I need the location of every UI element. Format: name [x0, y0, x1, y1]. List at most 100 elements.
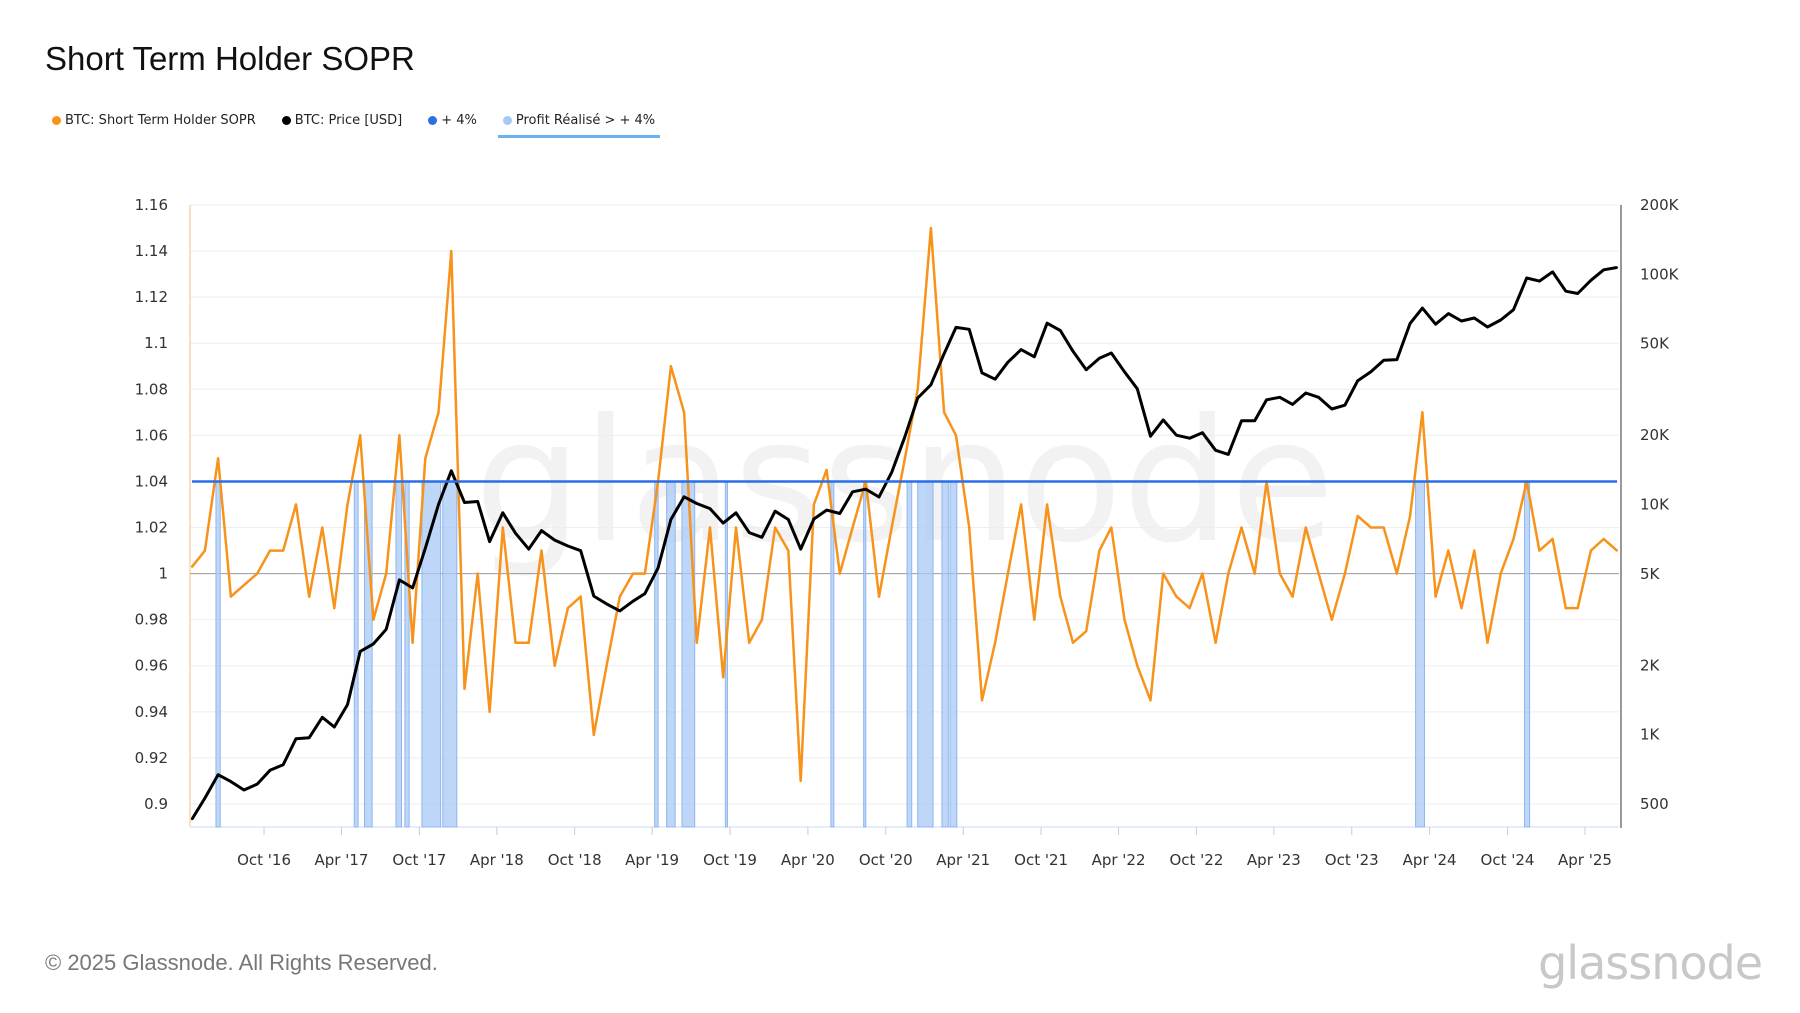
y-right-tick-label: 20K	[1640, 426, 1670, 444]
sopr-point	[1110, 526, 1113, 529]
legend-dot-icon	[281, 116, 291, 125]
price-point	[1085, 368, 1088, 371]
sopr-point	[384, 572, 388, 575]
price-point	[307, 736, 311, 739]
sopr-point	[203, 549, 207, 552]
sopr-point	[1576, 606, 1579, 610]
sopr-point	[1421, 411, 1424, 414]
price-point	[592, 594, 596, 598]
sopr-point	[463, 687, 466, 690]
chart-title: Short Term Holder SOPR	[45, 40, 415, 77]
sopr-point	[967, 526, 971, 529]
x-tick-label: Apr '18	[470, 851, 524, 869]
price-point	[1356, 379, 1359, 382]
price-point	[372, 642, 375, 646]
price-point	[838, 512, 842, 515]
price-point	[618, 609, 622, 613]
sopr-point	[1227, 572, 1230, 575]
sopr-point	[501, 526, 504, 529]
y-left-tick-label: 0.96	[135, 657, 168, 675]
legend-dot-icon	[52, 116, 61, 125]
x-tick-label: Oct '16	[237, 851, 291, 869]
price-point	[203, 796, 207, 800]
price-point	[256, 782, 259, 786]
sopr-point	[631, 572, 635, 575]
price-point	[1149, 434, 1152, 438]
price-point	[1395, 358, 1399, 361]
price-point	[864, 488, 867, 491]
price-point	[1382, 359, 1385, 362]
legend-item-sopr[interactable]: BTC: Short Term Holder SOPR	[52, 113, 256, 128]
price-point	[1434, 322, 1437, 326]
price-point	[1343, 403, 1347, 407]
sopr-point	[1304, 526, 1307, 529]
legend-item-threshold[interactable]: + 4%	[428, 113, 477, 128]
y-left-tick-label: 1.14	[135, 242, 168, 260]
sopr-point	[527, 641, 530, 644]
x-tick-label: Oct '22	[1169, 851, 1223, 869]
price-point	[488, 540, 491, 543]
sopr-point	[488, 710, 491, 714]
sopr-point	[722, 676, 725, 679]
price-point	[1175, 433, 1178, 437]
x-tick-label: Apr '21	[936, 851, 990, 869]
legend-item-profit-bands[interactable]: Profit Réalisé > + 4%	[497, 113, 661, 138]
y-right-tick-label: 50K	[1640, 335, 1670, 353]
y-left-tick-label: 1.12	[135, 288, 168, 306]
sopr-point	[294, 503, 298, 506]
sopr-point	[954, 434, 958, 437]
sopr-point	[747, 641, 751, 644]
y-left-tick-label: 1.1	[144, 334, 168, 352]
price-point	[268, 769, 272, 772]
sopr-point	[1408, 514, 1412, 518]
sopr-point	[695, 641, 699, 644]
legend-item-price[interactable]: BTC: Price [USD]	[281, 113, 402, 128]
sopr-point	[1460, 606, 1463, 610]
sopr-point	[1019, 503, 1023, 506]
price-point	[553, 538, 556, 542]
y-right-tick-label: 200K	[1640, 196, 1680, 214]
y-right-tick-label: 2K	[1640, 656, 1661, 674]
y-left-tick-label: 1.04	[135, 472, 168, 490]
sopr-point	[1240, 526, 1243, 529]
profit-band	[1524, 480, 1531, 828]
sopr-point	[566, 606, 570, 610]
y-left-tick-label: 1.08	[135, 380, 168, 398]
price-point	[1278, 396, 1282, 399]
sopr-point	[903, 457, 907, 460]
sopr-point	[708, 526, 712, 529]
price-point	[566, 544, 570, 548]
price-point	[890, 471, 893, 474]
price-point	[1240, 419, 1243, 422]
sopr-point	[321, 526, 324, 529]
price-point	[954, 326, 958, 329]
sopr-point	[190, 565, 194, 568]
price-point	[1460, 319, 1463, 323]
sopr-point	[398, 434, 401, 437]
price-point	[1162, 418, 1165, 422]
sopr-point	[1343, 572, 1347, 575]
price-point	[722, 521, 725, 525]
price-point	[851, 490, 854, 494]
price-point	[942, 352, 946, 355]
sopr-point	[643, 572, 647, 575]
sopr-point	[1059, 595, 1062, 598]
legend: BTC: Short Term Holder SOPR BTC: Price […	[52, 113, 661, 138]
price-point	[1369, 370, 1373, 374]
price-point	[1317, 396, 1320, 399]
price-point	[333, 725, 336, 729]
y-left-tick-label: 1.02	[135, 519, 168, 537]
sopr-point	[799, 779, 802, 783]
price-point	[980, 371, 984, 375]
sopr-point	[281, 549, 285, 552]
profit-band	[949, 480, 958, 828]
x-tick-label: Apr '17	[315, 851, 369, 869]
price-point	[1330, 407, 1333, 411]
sopr-point	[1188, 606, 1191, 610]
x-tick-label: Oct '23	[1325, 851, 1379, 869]
price-point	[1214, 449, 1217, 452]
y-left-tick-label: 0.98	[135, 611, 168, 629]
price-point	[1421, 306, 1424, 310]
price-point	[527, 547, 530, 551]
